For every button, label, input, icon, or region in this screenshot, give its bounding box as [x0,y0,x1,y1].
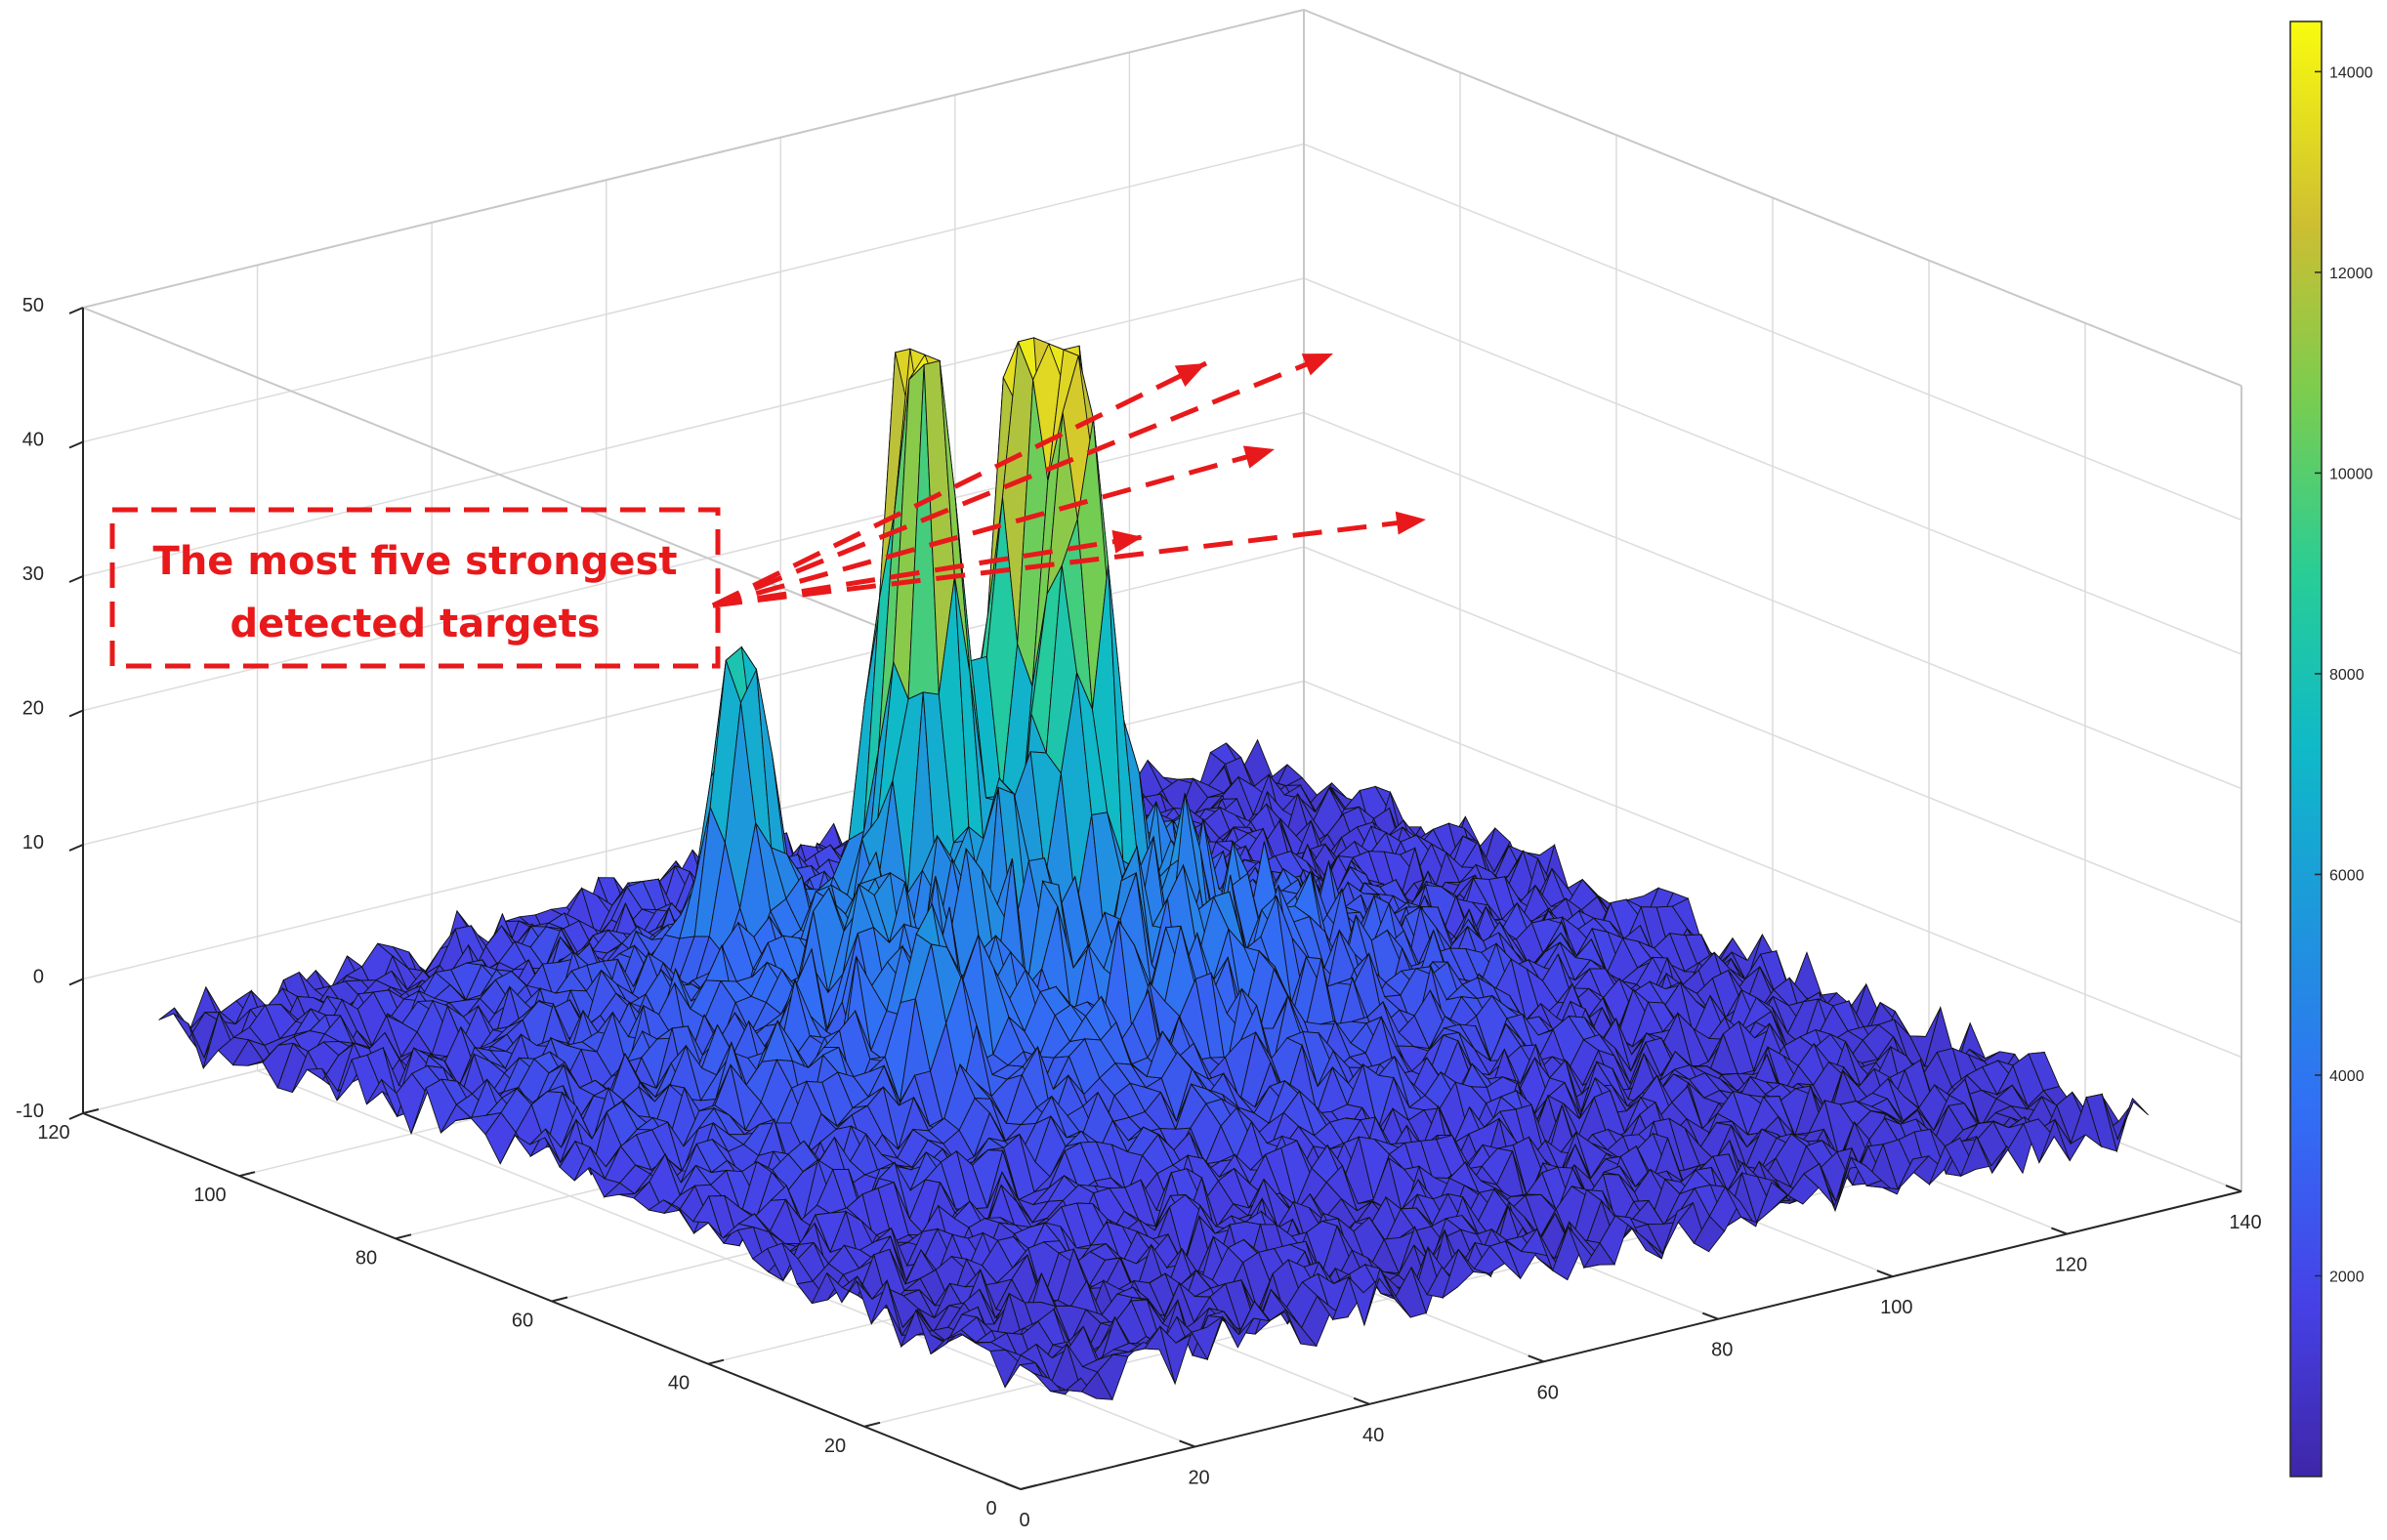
x-tick-label: 20 [1188,1467,1209,1488]
grid-line [1303,411,2242,790]
y-tick-label: 60 [512,1311,533,1332]
surface-mesh [158,337,2149,1401]
axis-line [238,1171,256,1178]
colorbar: 2000 4000 6000 8000 10000 12000 14000 [2289,21,2373,1478]
y-tick-label: 100 [193,1185,226,1206]
colorbar-tick-label: 6000 [2329,867,2365,884]
annotation-arrow [712,351,1334,608]
arrow-head [1242,445,1275,469]
axis-line [1876,1269,1894,1278]
grid-line [1303,277,2242,655]
arrow-head [1174,363,1206,387]
x-tick-label: 0 [1019,1510,1029,1531]
axis-line [1528,1354,1545,1363]
axis-line [707,1358,725,1365]
grid-line [1303,546,2242,924]
axis-line [395,1233,412,1240]
colorbar-scale [2289,21,2323,1478]
axis-line [2051,1227,2068,1235]
colorbar-tick-label: 12000 [2329,266,2373,282]
annotation-arrow [712,446,1276,608]
colorbar-tick-label: 14000 [2329,64,2373,81]
annotation-arrow [712,517,1427,608]
colorbar-tick-label: 8000 [2329,667,2365,684]
axis-line [68,1112,84,1120]
colorbar-tick-label: 10000 [2329,466,2373,482]
axis-line [2225,1185,2242,1192]
axis-line [1004,1482,1022,1490]
axis-line [1020,1484,1037,1490]
box-edge [82,307,1022,685]
z-tick-label: 20 [22,698,44,720]
x-tick-label: 80 [1711,1340,1733,1361]
grid-line [1303,143,2242,521]
z-tick-label: 50 [22,295,44,316]
axis-line [68,844,84,852]
arrow-head [1301,354,1333,376]
x-tick-label: 40 [1362,1425,1384,1446]
x-tick-label: 100 [1880,1297,1912,1318]
z-tick-label: 0 [33,967,44,988]
annotation: The most five strongest detected targets [109,351,1427,669]
axis-line [68,709,84,718]
colorbar-tick-label: 4000 [2329,1068,2365,1085]
axes [68,307,2242,1490]
axis-line [551,1296,568,1303]
axis-line [1020,1190,2242,1490]
y-tick-label: 0 [985,1498,996,1519]
tick-labels: 020406080100120140020406080100120-100102… [16,295,2262,1531]
y-tick-label: 80 [356,1247,377,1269]
axis-line [68,978,84,986]
colorbar-tick-label: 2000 [2329,1269,2365,1285]
x-tick-label: 140 [2229,1212,2261,1233]
grid-line [82,143,1305,443]
x-tick-label: 120 [2055,1255,2087,1276]
axis-line [68,440,84,449]
axis-line [82,1108,100,1114]
grid-line [82,411,1305,712]
y-tick-label: 20 [824,1436,846,1457]
x-tick-label: 60 [1537,1382,1559,1403]
z-tick-label: -10 [16,1101,44,1122]
z-tick-label: 40 [22,430,44,451]
box-edge [82,9,1305,309]
axis-line [1701,1311,1719,1320]
annotation-line-1: The most five strongest [153,539,678,584]
arrow-head [1395,511,1426,535]
axis-line [1353,1396,1370,1405]
surface-patch [2116,1097,2149,1140]
axis-line [68,575,84,583]
z-tick-label: 30 [22,563,44,585]
annotation-arrow [711,360,1208,608]
grid-line [1303,680,2242,1059]
box-edge [1303,9,2242,387]
axis-line [1179,1439,1195,1448]
y-tick-label: 40 [668,1373,690,1394]
y-tick-label: 120 [37,1122,69,1144]
axis-line [68,307,84,314]
annotation-box [109,507,721,669]
arrow-head [1111,529,1143,554]
grid-line [82,277,1305,577]
axis-line [863,1421,881,1428]
annotation-arrow [712,534,1144,608]
z-tick-label: 10 [22,832,44,853]
annotation-line-2: detected targets [230,602,600,646]
annotation-arrows [711,351,1427,608]
